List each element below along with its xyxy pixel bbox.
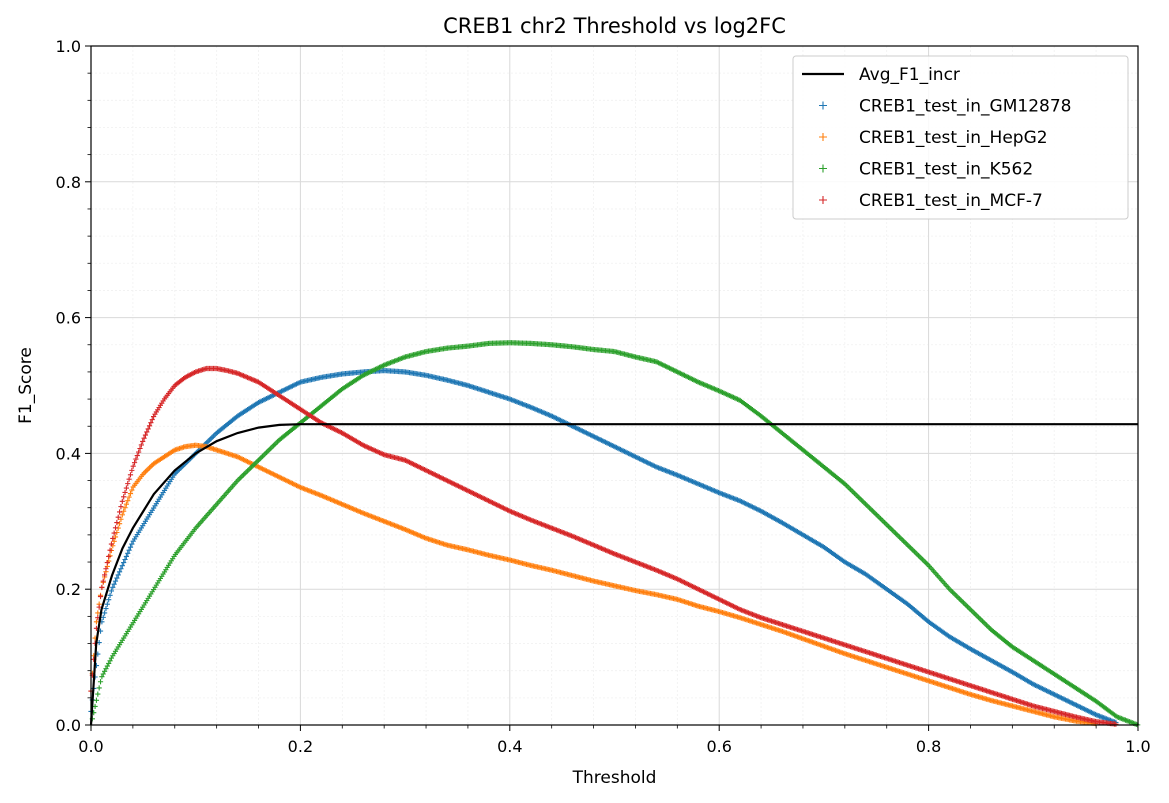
- y-tick-label: 0.6: [56, 309, 81, 328]
- legend-label: CREB1_test_in_MCF-7: [859, 191, 1043, 211]
- x-tick-label: 0.8: [916, 737, 941, 756]
- x-tick-label: 1.0: [1125, 737, 1150, 756]
- chart-title: CREB1 chr2 Threshold vs log2FC: [443, 14, 786, 38]
- plot-frame: [90, 45, 1139, 726]
- x-tick-label: 0.6: [706, 737, 731, 756]
- legend-label: CREB1_test_in_K562: [859, 160, 1033, 180]
- legend: Avg_F1_incr CREB1_test_in_GM12878 CREB1_te…: [792, 55, 1129, 220]
- legend-label: Avg_F1_incr: [859, 65, 960, 85]
- y-axis-label: F1_Score: [16, 347, 36, 424]
- y-tick-label: 0.8: [56, 173, 81, 192]
- legend-marker-swatch: [819, 133, 827, 141]
- x-tick-label: 0.2: [288, 737, 313, 756]
- y-tick-label: 1.0: [56, 37, 81, 56]
- legend-box: [792, 55, 1129, 220]
- series-line-Avg_F1_incr: [89, 423, 1138, 726]
- x-tick-label: 0.0: [78, 737, 103, 756]
- legend-marker-swatch: [819, 164, 827, 173]
- x-tick-label: 0.4: [497, 737, 522, 756]
- x-axis-label: Threshold: [572, 768, 657, 788]
- legend-label: CREB1_test_in_GM12878: [859, 97, 1071, 117]
- y-tick-label: 0.4: [56, 444, 81, 463]
- legend-marker-swatch: [819, 101, 827, 110]
- legend-label: CREB1_test_in_HepG2: [859, 128, 1048, 148]
- legend-marker-swatch: [819, 196, 827, 204]
- axis-ticks: 0.0 0.2 0.4 0.6 0.8 1.0 0.0 0.2 0.4 0.6 0.8 1.0: [56, 37, 1151, 756]
- y-tick-label: 0.2: [56, 580, 81, 599]
- y-tick-label: 0.0: [56, 716, 81, 735]
